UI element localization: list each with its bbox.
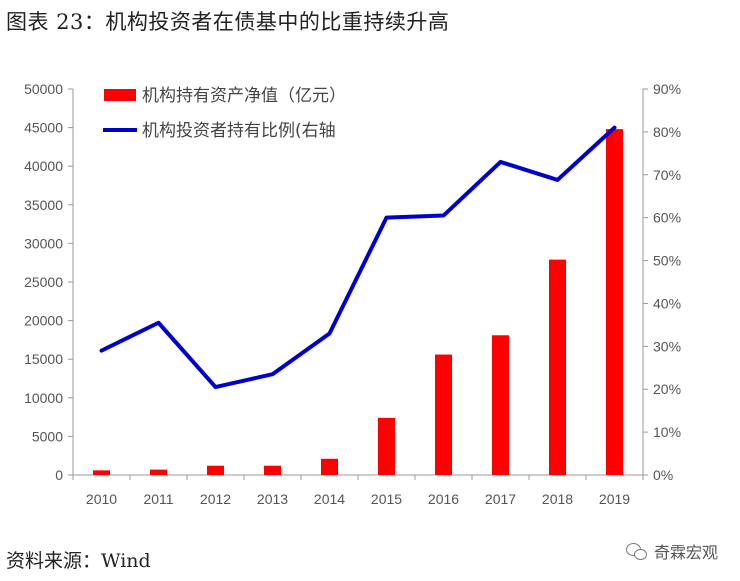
bar-2014 bbox=[321, 458, 338, 475]
x-tick-label: 2018 bbox=[542, 491, 573, 507]
left-tick-label: 30000 bbox=[24, 235, 63, 251]
bar-2012 bbox=[207, 465, 224, 475]
left-tick-label: 0 bbox=[55, 467, 63, 483]
legend-label-bar: 机构持有资产净值（亿元） bbox=[142, 86, 346, 106]
right-tick-label: 50% bbox=[653, 253, 681, 269]
right-tick-label: 90% bbox=[653, 81, 681, 97]
bar-2016 bbox=[435, 354, 452, 475]
bar-2019 bbox=[606, 129, 623, 476]
bar-2011 bbox=[150, 469, 167, 475]
left-tick-label: 40000 bbox=[24, 158, 63, 174]
x-tick-label: 2013 bbox=[257, 491, 288, 507]
source-note: 资料来源：Wind bbox=[6, 550, 151, 572]
left-tick-label: 35000 bbox=[24, 197, 63, 213]
x-tick-label: 2017 bbox=[485, 491, 516, 507]
right-tick-label: 0% bbox=[653, 467, 673, 483]
left-tick-label: 10000 bbox=[24, 390, 63, 406]
watermark: 奇霖宏观 bbox=[625, 539, 718, 563]
x-tick-label: 2019 bbox=[599, 491, 630, 507]
right-tick-label: 70% bbox=[653, 167, 681, 183]
legend: 机构持有资产净值（亿元） 机构投资者持有比例(右轴 bbox=[103, 86, 346, 141]
x-tick-label: 2016 bbox=[428, 491, 459, 507]
right-tick-label: 20% bbox=[653, 381, 681, 397]
x-tick-label: 2012 bbox=[200, 491, 231, 507]
bar-2015 bbox=[378, 417, 395, 475]
line-series bbox=[99, 125, 617, 390]
right-tick-label: 80% bbox=[653, 124, 681, 140]
left-tick-label: 15000 bbox=[24, 351, 63, 367]
bar-2018 bbox=[549, 259, 566, 475]
ratio-line bbox=[99, 125, 617, 390]
x-tick-label: 2011 bbox=[143, 491, 173, 507]
right-tick-label: 60% bbox=[653, 210, 681, 226]
left-tick-label: 25000 bbox=[24, 274, 63, 290]
right-tick-label: 40% bbox=[653, 295, 681, 311]
left-tick-label: 45000 bbox=[24, 120, 63, 136]
bar-2013 bbox=[264, 465, 281, 475]
bar-2010 bbox=[93, 470, 110, 475]
x-tick-label: 2014 bbox=[314, 491, 345, 507]
x-tick-label: 2015 bbox=[371, 491, 402, 507]
left-tick-label: 5000 bbox=[32, 428, 63, 444]
legend-swatch-bar bbox=[104, 89, 136, 101]
left-tick-label: 50000 bbox=[24, 81, 63, 97]
figure-title: 图表 23：机构投资者在债基中的比重持续升高 bbox=[6, 10, 450, 34]
watermark-text: 奇霖宏观 bbox=[653, 543, 718, 562]
wechat-icon bbox=[625, 542, 648, 560]
axes: 0 5000 10000 15000 20000 25000 30000 35000 40000… bbox=[24, 81, 681, 507]
x-tick-label: 2010 bbox=[86, 491, 117, 507]
bar-series bbox=[93, 129, 623, 476]
bar-2017 bbox=[492, 335, 509, 475]
right-tick-label: 30% bbox=[653, 338, 681, 354]
legend-label-line: 机构投资者持有比例(右轴 bbox=[142, 121, 336, 141]
right-tick-label: 10% bbox=[653, 424, 681, 440]
left-tick-label: 20000 bbox=[24, 313, 63, 329]
